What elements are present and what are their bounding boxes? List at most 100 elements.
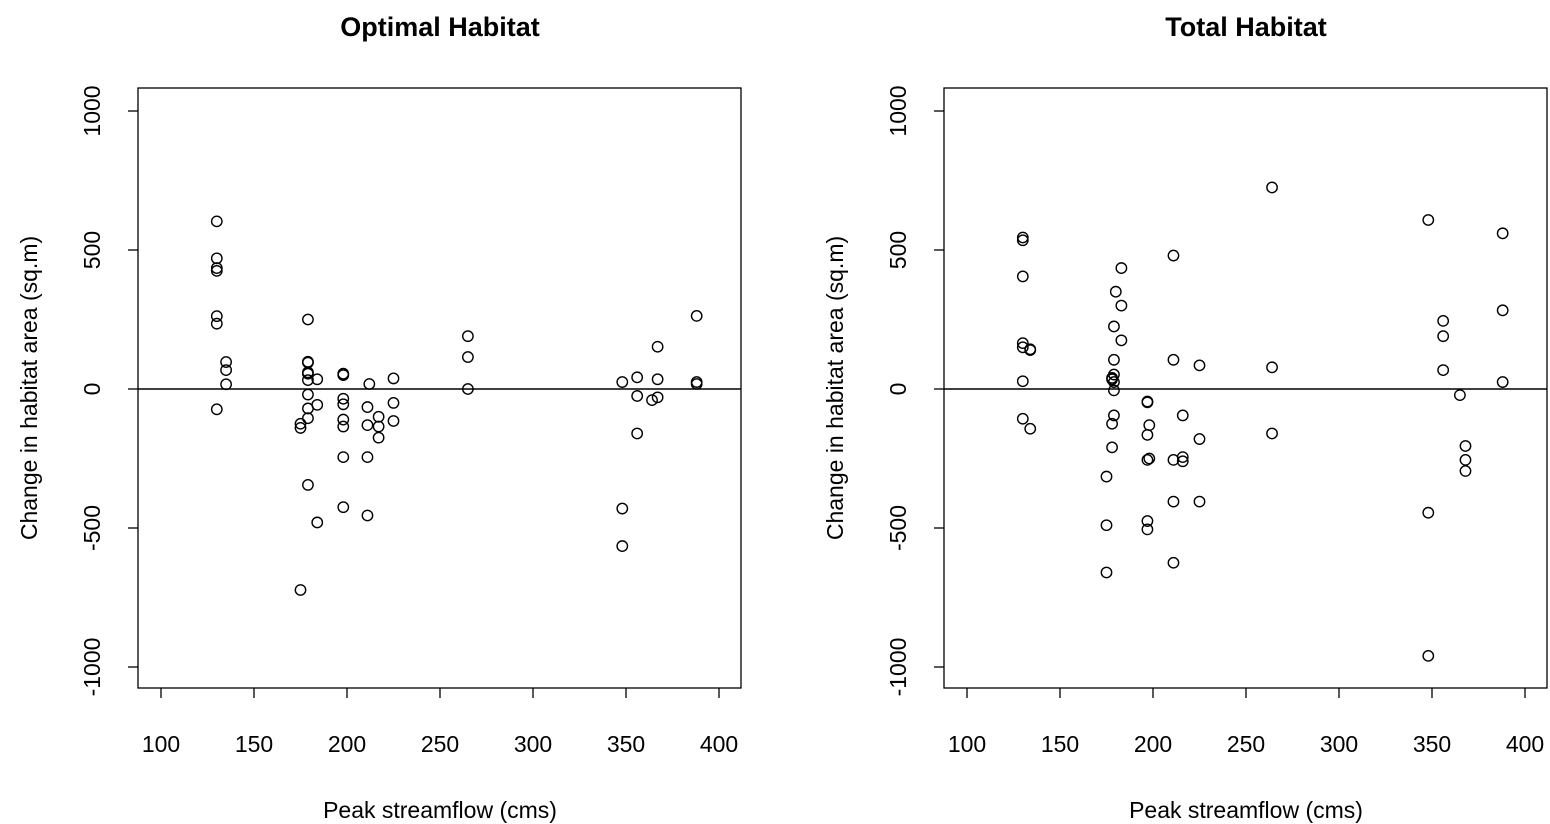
y-tick-label: -1000 <box>885 638 911 697</box>
data-point <box>220 378 233 391</box>
data-point <box>461 351 474 363</box>
data-point <box>311 373 324 386</box>
data-point <box>1108 409 1120 422</box>
data-point <box>1437 314 1450 327</box>
x-tick-label: 100 <box>142 731 180 757</box>
data-point <box>361 509 374 522</box>
data-point <box>1167 556 1180 569</box>
y-axis-label: Change in habitat area (sq.m) <box>16 236 42 540</box>
data-point <box>1016 337 1029 350</box>
data-point <box>361 451 374 464</box>
data-point <box>1266 181 1278 194</box>
y-axis-label: Change in habitat area (sq.m) <box>822 236 848 540</box>
data-point <box>1108 320 1120 333</box>
x-axis: 100 150 200 250 300 350 400 <box>142 688 738 757</box>
data-point <box>1141 396 1154 409</box>
x-tick-label: 250 <box>1227 731 1265 757</box>
data-point <box>1108 376 1120 388</box>
data-point <box>1100 470 1113 483</box>
data-point <box>1437 364 1450 376</box>
data-point <box>337 501 350 514</box>
chart-title: Total Habitat <box>1165 12 1327 42</box>
data-point <box>210 215 223 228</box>
x-tick-label: 300 <box>1320 731 1358 757</box>
data-point <box>1167 249 1180 262</box>
data-point <box>337 451 350 464</box>
data-point <box>302 313 314 326</box>
data-point <box>1016 270 1029 283</box>
data-point <box>1266 361 1278 374</box>
y-tick-label: -1000 <box>79 638 105 697</box>
data-point <box>302 479 314 491</box>
y-tick-label: 0 <box>79 383 105 396</box>
data-point <box>461 383 474 395</box>
x-tick-label: 150 <box>235 731 273 757</box>
data-point <box>337 420 350 433</box>
data-point <box>1167 495 1180 508</box>
x-tick-label: 200 <box>1134 731 1172 757</box>
x-tick-label: 100 <box>948 731 986 757</box>
data-point <box>302 412 314 425</box>
x-tick-label: 200 <box>328 731 366 757</box>
data-point <box>361 401 374 413</box>
data-point <box>1141 428 1154 441</box>
x-axis-label: Peak streamflow (cms) <box>323 797 557 823</box>
y-tick-label: 500 <box>885 231 911 269</box>
data-point <box>690 378 703 390</box>
data-point <box>387 396 400 409</box>
data-point <box>1496 376 1509 388</box>
y-tick-label: 0 <box>885 383 911 396</box>
data-point <box>1422 506 1435 519</box>
data-point <box>1109 285 1122 298</box>
data-point <box>1141 515 1154 527</box>
x-tick-label: 300 <box>514 731 552 757</box>
data-point <box>616 502 629 515</box>
data-point <box>210 310 223 323</box>
data-point <box>1193 433 1206 445</box>
data-point <box>1167 353 1180 366</box>
data-point <box>1141 453 1154 466</box>
data-point <box>1496 304 1509 317</box>
data-point <box>1016 375 1029 388</box>
plot-frame <box>943 87 1548 689</box>
y-tick-label: 1000 <box>885 85 911 136</box>
data-point <box>220 364 233 376</box>
data-point <box>1176 455 1189 468</box>
data-point <box>1106 441 1118 454</box>
data-point <box>1176 409 1189 422</box>
data-point <box>1422 214 1435 226</box>
data-point <box>372 420 385 433</box>
data-point <box>1016 412 1029 425</box>
data-point <box>311 516 324 529</box>
data-point <box>1100 519 1113 532</box>
data-point <box>1108 368 1120 381</box>
data-point <box>461 330 474 343</box>
data-point <box>651 391 664 404</box>
data-point <box>1143 419 1156 432</box>
data-point <box>1024 422 1037 435</box>
x-tick-label: 400 <box>1506 731 1544 757</box>
y-axis: -1000 -500 0 500 1000 <box>79 85 138 696</box>
optimal-habitat-plot: Optimal Habitat Peak streamflow (cms) Ch… <box>16 12 742 823</box>
data-point <box>1496 227 1509 240</box>
data-point <box>1143 452 1156 465</box>
data-point <box>302 374 314 387</box>
data-point <box>363 378 376 390</box>
x-tick-label: 400 <box>700 731 738 757</box>
data-point <box>302 388 314 401</box>
data-point <box>210 317 223 330</box>
data-point <box>302 367 314 380</box>
data-point <box>1459 440 1472 452</box>
data-point <box>372 410 385 423</box>
x-tick-label: 350 <box>1413 731 1451 757</box>
data-point <box>631 371 644 384</box>
y-tick-label: -500 <box>885 505 911 551</box>
data-point <box>1422 649 1435 662</box>
plot-frame <box>137 87 742 689</box>
data-point <box>1108 384 1120 397</box>
data-point <box>1141 523 1154 536</box>
data-point <box>302 356 314 369</box>
data-point <box>1266 427 1278 440</box>
data-point <box>1108 353 1120 366</box>
data-point <box>1024 344 1037 356</box>
